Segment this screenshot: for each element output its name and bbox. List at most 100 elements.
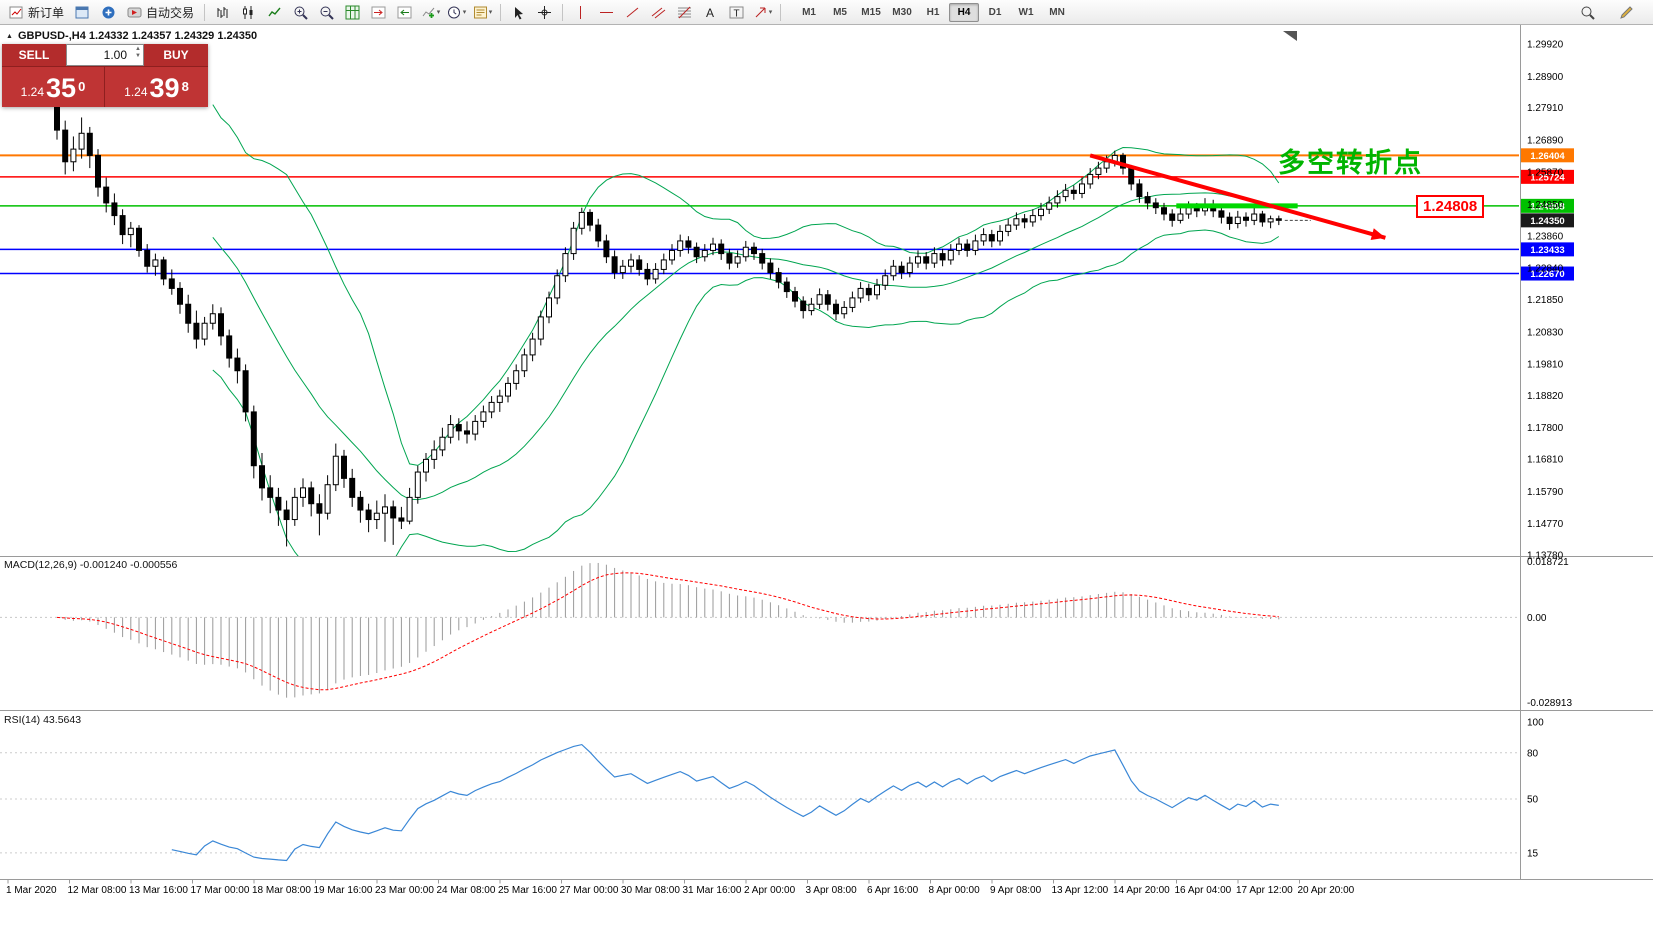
macd-scale-zero: 0.00 — [1527, 613, 1547, 624]
crosshair-tool-button[interactable] — [532, 1, 557, 23]
svg-text:1.25724: 1.25724 — [1530, 172, 1565, 183]
zoom-in-button[interactable] — [288, 1, 313, 23]
auto-scroll-button[interactable] — [392, 1, 417, 23]
level-price-box — [1521, 148, 1574, 163]
svg-text:1.21850: 1.21850 — [1527, 295, 1564, 306]
text-tool-button[interactable]: A — [698, 1, 723, 23]
indicators-icon — [422, 7, 435, 18]
chart-window-icon — [75, 6, 89, 18]
svg-text:20 Apr 20:00: 20 Apr 20:00 — [1298, 885, 1355, 896]
sell-price-button[interactable]: 1.24 35 0 — [2, 67, 105, 107]
templates-button[interactable]: ▾ — [470, 1, 495, 23]
separator — [204, 3, 206, 21]
trade-panel-toggle[interactable]: ▲ — [6, 33, 13, 40]
channel-tool-button[interactable] — [646, 1, 671, 23]
timeframe-button-d1[interactable]: D1 — [988, 6, 1002, 18]
auto-trading-button[interactable]: 自动交易 — [122, 2, 199, 22]
timeframe-button-m15[interactable]: M15 — [861, 6, 881, 18]
indicators-button[interactable]: ▾ — [418, 1, 443, 23]
svg-text:1.29920: 1.29920 — [1527, 40, 1564, 51]
svg-text:13 Apr 12:00: 13 Apr 12:00 — [1052, 885, 1109, 896]
volume-stepper[interactable]: 1.00 ▲ ▼ — [66, 44, 144, 66]
tile-windows-icon — [345, 5, 360, 19]
timeframe-button-m30[interactable]: M30 — [892, 6, 912, 18]
bollinger-band — [212, 104, 1280, 466]
text-box-icon: T — [729, 6, 744, 19]
arrows-tool-button[interactable]: ▾ — [750, 1, 775, 23]
timeframe-button-w1[interactable]: W1 — [1018, 6, 1034, 18]
rsi-scale-label: 80 — [1527, 748, 1539, 759]
text-label-icon: A — [706, 6, 714, 20]
svg-text:18 Mar 08:00: 18 Mar 08:00 — [252, 885, 311, 896]
sell-button[interactable]: SELL — [2, 44, 66, 66]
svg-text:1.26890: 1.26890 — [1527, 135, 1564, 146]
candlestick-chart-button[interactable] — [236, 1, 261, 23]
svg-text:1.23860: 1.23860 — [1527, 231, 1564, 242]
buy-price-big: 39 — [149, 73, 180, 103]
one-click-trading-panel: SELL 1.00 ▲ ▼ BUY 1.24 35 0 1.24 39 8 — [2, 44, 208, 107]
bar-chart-button[interactable] — [210, 1, 235, 23]
svg-text:1.23433: 1.23433 — [1530, 245, 1564, 256]
level-price-box — [1521, 266, 1574, 281]
chart-window-button[interactable] — [70, 1, 95, 23]
svg-text:14 Apr 20:00: 14 Apr 20:00 — [1113, 885, 1170, 896]
separator — [780, 3, 782, 21]
new-order-button[interactable]: 新订单 — [4, 2, 69, 22]
text-box-tool-button[interactable]: T — [724, 1, 749, 23]
periods-clock-icon — [447, 6, 460, 18]
macd-histogram — [64, 562, 1280, 698]
cursor-icon — [515, 6, 524, 19]
horizontal-line-tool-button[interactable] — [594, 1, 619, 23]
trendline-icon — [626, 7, 639, 17]
rsi-scale-label: 100 — [1527, 718, 1544, 729]
svg-text:1.18820: 1.18820 — [1527, 391, 1564, 402]
cursor-tool-button[interactable] — [506, 1, 531, 23]
fibonacci-tool-button[interactable] — [672, 1, 697, 23]
price-callout-label: 1.24808 — [1416, 195, 1485, 218]
toolbar-right-icons — [1575, 1, 1649, 23]
timeframe-button-m5[interactable]: M5 — [833, 6, 847, 18]
svg-text:1.28900: 1.28900 — [1527, 72, 1564, 83]
svg-text:9 Apr 08:00: 9 Apr 08:00 — [990, 885, 1042, 896]
edit-button[interactable] — [1614, 1, 1639, 23]
sell-price-prefix: 1.24 — [20, 84, 45, 99]
search-button[interactable] — [1575, 1, 1600, 23]
trendline-tool-button[interactable] — [620, 1, 645, 23]
bar-chart-icon — [217, 6, 228, 18]
tile-windows-button[interactable] — [340, 1, 365, 23]
candlestick-chart-icon — [243, 5, 253, 19]
svg-text:24 Mar 08:00: 24 Mar 08:00 — [437, 885, 496, 896]
data-window-button[interactable] — [96, 1, 121, 23]
buy-price-sup: 8 — [181, 79, 189, 94]
timeframe-button-m1[interactable]: M1 — [802, 6, 816, 18]
timeframe-button-h4[interactable]: H4 — [949, 2, 980, 22]
line-chart-button[interactable] — [262, 1, 287, 23]
svg-text:23 Mar 00:00: 23 Mar 00:00 — [375, 885, 434, 896]
svg-text:6 Apr 16:00: 6 Apr 16:00 — [867, 885, 919, 896]
buy-button[interactable]: BUY — [144, 44, 208, 66]
svg-text:30 Mar 08:00: 30 Mar 08:00 — [621, 885, 680, 896]
svg-text:16 Apr 04:00: 16 Apr 04:00 — [1175, 885, 1232, 896]
svg-text:1 Mar 2020: 1 Mar 2020 — [6, 885, 57, 896]
chart-shift-button[interactable] — [366, 1, 391, 23]
svg-text:1.24808: 1.24808 — [1530, 201, 1564, 212]
svg-text:13 Mar 16:00: 13 Mar 16:00 — [129, 885, 188, 896]
periods-button[interactable]: ▾ — [444, 1, 469, 23]
zoom-out-button[interactable] — [314, 1, 339, 23]
timeframe-button-h1[interactable]: H1 — [926, 6, 940, 18]
timeframe-button-mn[interactable]: MN — [1049, 6, 1065, 18]
vertical-line-tool-button[interactable] — [568, 1, 593, 23]
svg-text:T: T — [734, 8, 740, 19]
channel-icon — [651, 7, 666, 18]
trend-arrow[interactable] — [1089, 153, 1386, 240]
chart-shift-marker[interactable] — [1283, 31, 1297, 41]
volume-up-icon[interactable]: ▲ — [135, 46, 141, 52]
buy-price-button[interactable]: 1.24 39 8 — [105, 67, 208, 107]
templates-icon — [473, 6, 487, 18]
svg-text:1.20830: 1.20830 — [1527, 327, 1564, 338]
level-price-box — [1521, 198, 1574, 213]
zoom-out-icon — [320, 6, 334, 20]
volume-down-icon[interactable]: ▼ — [135, 53, 141, 60]
